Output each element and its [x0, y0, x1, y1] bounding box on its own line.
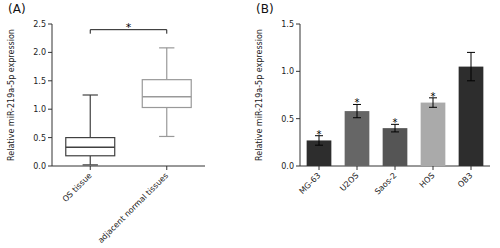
significance-star: *	[431, 91, 436, 102]
y-tick-label: 2.0	[33, 48, 46, 57]
lower-cap	[159, 136, 174, 137]
x-tick-label: HOS	[418, 171, 437, 190]
upper-cap	[83, 94, 98, 95]
error-bar-stem	[471, 52, 472, 80]
y-tick-label: 1.0	[33, 105, 46, 114]
upper-whisker	[90, 95, 91, 138]
y-tick	[296, 166, 300, 167]
upper-cap	[159, 47, 174, 48]
panel-label: (A)	[8, 2, 26, 16]
y-tick	[48, 137, 52, 138]
x-axis-line	[52, 166, 205, 167]
x-tick-label: MG-63	[298, 171, 323, 196]
error-bar-cap	[353, 117, 361, 118]
x-tick	[357, 166, 358, 170]
y-tick	[296, 118, 300, 119]
y-axis-label: Relative miR-219a-5p expression	[7, 29, 16, 161]
significance-star: *	[126, 21, 132, 34]
plot-area	[307, 52, 484, 166]
lower-whisker	[166, 107, 167, 136]
y-tick	[48, 109, 52, 110]
bar	[345, 111, 370, 166]
y-tick	[296, 71, 300, 72]
y-tick	[296, 24, 300, 25]
y-tick	[48, 52, 52, 53]
panel: 0.0 0.5 1.0 1.5 Relative miR-219a-5p express…	[255, 2, 490, 197]
x-tick	[90, 166, 91, 170]
y-tick-label: 1.0	[281, 67, 294, 76]
y-axis-label: Relative miR-219a-5p expression	[255, 29, 264, 161]
y-tick	[48, 166, 52, 167]
x-tick	[166, 166, 167, 170]
median-line	[66, 146, 115, 148]
y-tick	[48, 24, 52, 25]
lower-cap	[83, 164, 98, 165]
upper-whisker	[166, 48, 167, 80]
error-bar-cap	[429, 107, 437, 108]
error-bar-cap	[391, 131, 399, 132]
panel-label: (B)	[256, 2, 274, 16]
y-axis-line	[300, 24, 301, 166]
x-tick	[471, 166, 472, 170]
x-tick-label: OB3	[456, 171, 474, 189]
x-tick	[395, 166, 396, 170]
significance-star: *	[355, 97, 360, 108]
box	[66, 138, 115, 156]
box-group	[66, 95, 115, 165]
y-tick-label: 0.0	[281, 162, 294, 171]
significance-star: *	[393, 117, 398, 128]
bar	[383, 128, 408, 166]
box-group	[142, 48, 191, 137]
significance-star: *	[317, 129, 322, 140]
y-tick-label: 0.5	[33, 134, 46, 143]
y-tick-label: 1.5	[33, 77, 46, 86]
y-axis-line	[52, 24, 53, 166]
plot-area	[66, 30, 191, 165]
x-tick-label: U2OS	[338, 171, 360, 193]
y-tick-label: 0.5	[281, 115, 294, 124]
box	[142, 80, 191, 108]
error-bar-cap	[315, 145, 323, 146]
y-tick-label: 1.5	[281, 20, 294, 29]
chart-root: 0.0 0.5 1.0 1.5 2.0 2.5 Relative miR-219a-5p e…	[0, 0, 500, 248]
bar	[421, 103, 446, 166]
error-bar	[467, 52, 475, 80]
lower-whisker	[90, 156, 91, 165]
x-tick-label: OS tissue	[61, 171, 94, 204]
error-bar-cap	[467, 52, 475, 53]
panel: 0.0 0.5 1.0 1.5 2.0 2.5 Relative miR-219a-5p e…	[7, 2, 205, 245]
y-tick-label: 0.0	[33, 162, 46, 171]
y-tick-label: 2.5	[33, 20, 46, 29]
x-tick	[319, 166, 320, 170]
y-tick	[48, 80, 52, 81]
error-bar-cap	[467, 80, 475, 81]
x-tick-label: adjacent normal tissues	[96, 171, 170, 245]
bar	[459, 67, 484, 166]
x-tick	[433, 166, 434, 170]
x-tick-label: Saos-2	[373, 171, 398, 196]
median-line	[142, 96, 191, 98]
